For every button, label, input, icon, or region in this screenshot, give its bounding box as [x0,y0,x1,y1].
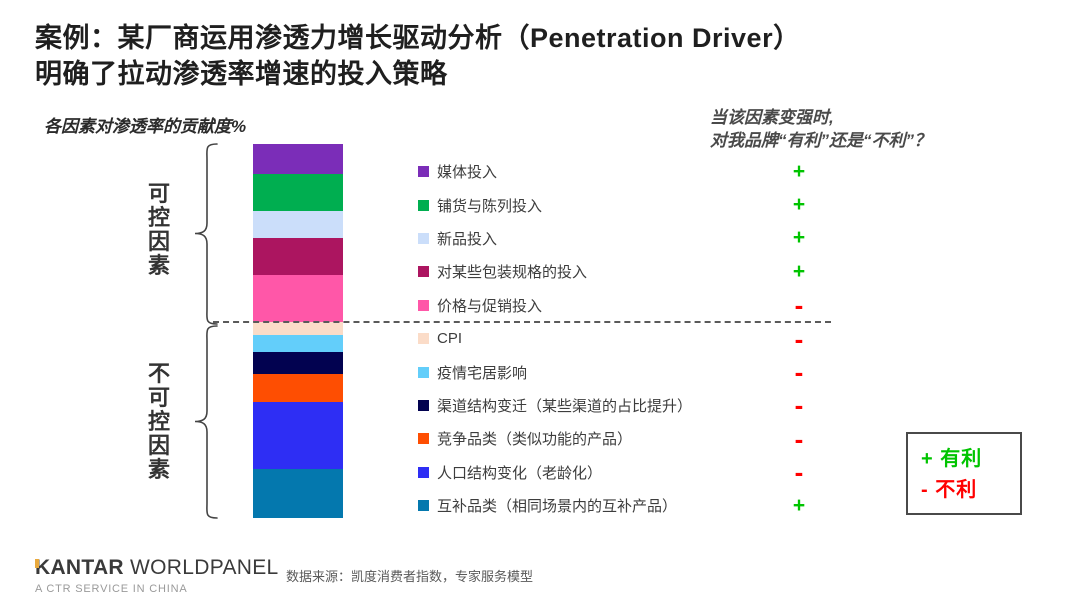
stacked-bar [253,144,343,519]
legend-item-6: CPI - [418,322,828,355]
legend-label: 新品投入 [437,230,498,248]
legend-item-2: 铺货与陈列投入 + [418,188,828,221]
legend-item-10: 人口结构变化（老龄化） - [418,456,828,489]
legend-item-1: 媒体投入 + [418,155,828,188]
bar-segment-4 [253,237,343,275]
minus-sign: - [794,423,804,454]
legend-swatch [418,433,429,445]
plus-sign: + [792,493,806,517]
plus-sign: + [792,193,806,217]
legend-label: 对某些包装规格的投入 [437,264,588,282]
plus-sign: + [792,259,806,283]
legend-swatch [418,266,429,278]
slide-title-line2: 明确了拉动渗透率增速的投入策略 [35,59,448,89]
bar-segment-7 [253,334,343,352]
legend-swatch [418,166,429,178]
legend-item-5: 价格与促销投入 - [418,289,828,322]
chart-axis-note: 各因素对渗透率的贡献度% [44,117,247,136]
question-note: 当该因素变强时, 对我品牌“有利”还是“不利”？ [710,106,931,152]
legend-item-8: 渠道结构变迁（某些渠道的占比提升） - [418,389,828,422]
legend-swatch [418,299,429,311]
kantar-logo-tagline: A CTR SERVICE IN CHINA [35,583,188,595]
legend-swatch [418,232,429,244]
slide-title-line1: 案例：某厂商运用渗透力增长驱动分析（Penetration Driver） [35,23,801,53]
bar-segment-6 [253,321,343,335]
legend-label: 互补品类（相同场景内的互补产品） [437,498,678,516]
minus-sign: - [794,323,804,354]
slide-title: 案例：某厂商运用渗透力增长驱动分析（Penetration Driver） 明确… [35,20,1015,92]
group-label-controllable: 可控因素 [147,181,170,278]
kantar-logo: KANTAR WORLDPANEL A CTR SERVICE IN CHINA [35,556,279,595]
bar-segment-11 [253,469,343,519]
legend-label: CPI [437,330,463,348]
effect-key-box: + 有利 - 不利 [906,432,1022,515]
legend-swatch [418,466,429,478]
minus-sign: - [794,290,804,321]
bar-segment-1 [253,144,343,174]
legend-label: 渠道结构变迁（某些渠道的占比提升） [437,397,693,415]
effect-key-favorable: + 有利 [921,448,983,470]
legend-swatch [418,500,429,512]
kantar-logo-accent [35,559,39,568]
legend-swatch [418,199,429,211]
brace-uncontrollable-icon [194,325,218,519]
controllable-divider-line [213,321,831,323]
legend-label: 价格与促销投入 [437,297,543,315]
data-source-note: 数据来源：凯度消费者指数，专家服务模型 [286,569,534,584]
plus-sign: + [792,226,806,250]
bar-segment-3 [253,211,343,238]
brace-controllable-icon [194,143,218,325]
bar-segment-9 [253,374,343,403]
bar-segment-10 [253,402,343,470]
legend-item-4: 对某些包装规格的投入 + [418,255,828,288]
bar-segment-2 [253,173,343,212]
legend-item-3: 新品投入 + [418,222,828,255]
kantar-logo-sub: WORLDPANEL [123,556,279,579]
legend-label: 铺货与陈列投入 [437,197,543,215]
legend-swatch [418,333,429,345]
minus-sign: - [794,357,804,388]
legend: 媒体投入 + 铺货与陈列投入 + 新品投入 + 对某些包装规格的投入 + 价格与促销投入 - CPI… [418,155,828,522]
kantar-logo-main: KANTAR [35,556,124,579]
kantar-logo-text: KANTAR WORLDPANEL [35,556,279,580]
legend-label: 人口结构变化（老龄化） [437,464,603,482]
bar-segment-5 [253,274,343,322]
bar-segment-8 [253,351,343,375]
question-note-line2: 对我品牌“有利”还是“不利”？ [710,131,931,150]
legend-item-11: 互补品类（相同场景内的互补产品） + [418,489,828,522]
legend-label: 媒体投入 [437,164,498,182]
legend-item-9: 竞争品类（类似功能的产品） - [418,422,828,455]
question-note-line1: 当该因素变强时, [710,108,834,127]
legend-label: 疫情宅居影响 [437,364,528,382]
legend-swatch [418,399,429,411]
legend-item-7: 疫情宅居影响 - [418,355,828,388]
group-label-uncontrollable: 不可控因素 [147,361,170,482]
minus-sign: - [794,457,804,488]
plus-sign: + [792,159,806,183]
effect-key-unfavorable: - 不利 [921,479,978,501]
minus-sign: - [794,390,804,421]
legend-label: 竞争品类（类似功能的产品） [437,431,633,449]
legend-swatch [418,366,429,378]
